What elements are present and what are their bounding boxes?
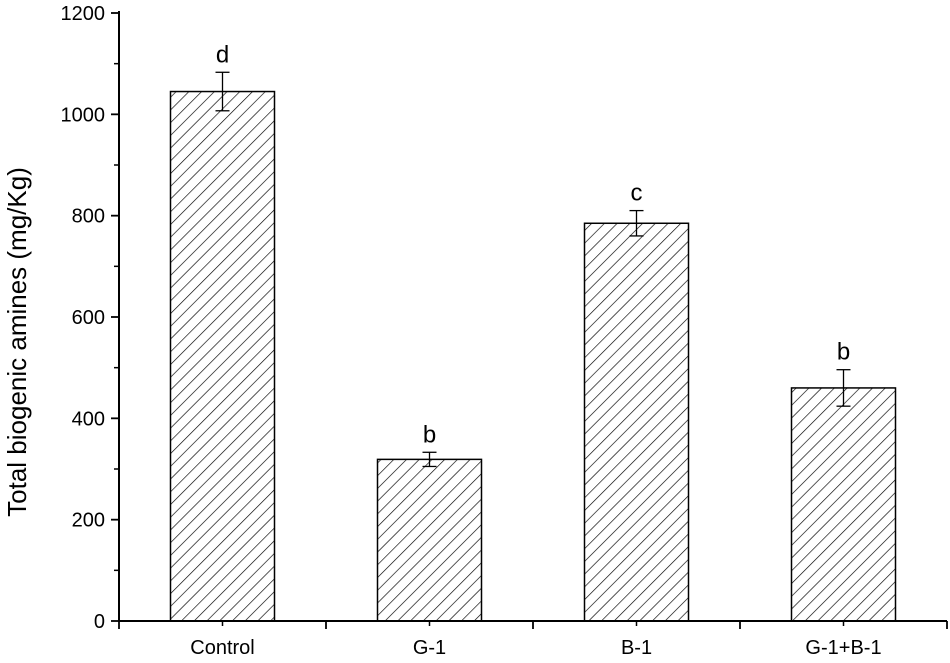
y-tick-label: 1000 xyxy=(61,104,106,126)
significance-label: c xyxy=(631,180,643,207)
error-bar xyxy=(422,451,437,468)
x-tick-label: B-1 xyxy=(621,637,652,659)
error-bar xyxy=(629,209,644,237)
y-tick-label: 800 xyxy=(72,206,105,228)
error-bar xyxy=(215,71,230,112)
y-tick-label: 1200 xyxy=(61,3,106,25)
bars: d b c b xyxy=(169,41,897,622)
y-axis-title: Total biogenic amines (mg/Kg) xyxy=(2,167,32,517)
y-tick-label: 0 xyxy=(94,611,105,633)
significance-label: b xyxy=(837,339,850,366)
y-tick-label: 200 xyxy=(72,510,105,532)
axes: 0 200 400 600 800 1000 1200 Control G-1 B-1 G-1+B-… xyxy=(61,3,948,659)
bar-g-1-b-1 xyxy=(790,387,897,622)
bar-g-1 xyxy=(376,458,483,622)
y-tick-label: 600 xyxy=(72,307,105,329)
bar-b-1 xyxy=(583,222,690,622)
x-tick-label: G-1+B-1 xyxy=(805,637,881,659)
significance-label: d xyxy=(216,41,229,68)
error-bar xyxy=(836,369,851,407)
bar-control xyxy=(169,90,276,622)
significance-label: b xyxy=(423,421,436,448)
x-tick-label: Control xyxy=(190,637,254,659)
x-tick-label: G-1 xyxy=(413,637,446,659)
y-tick-label: 400 xyxy=(72,408,105,430)
